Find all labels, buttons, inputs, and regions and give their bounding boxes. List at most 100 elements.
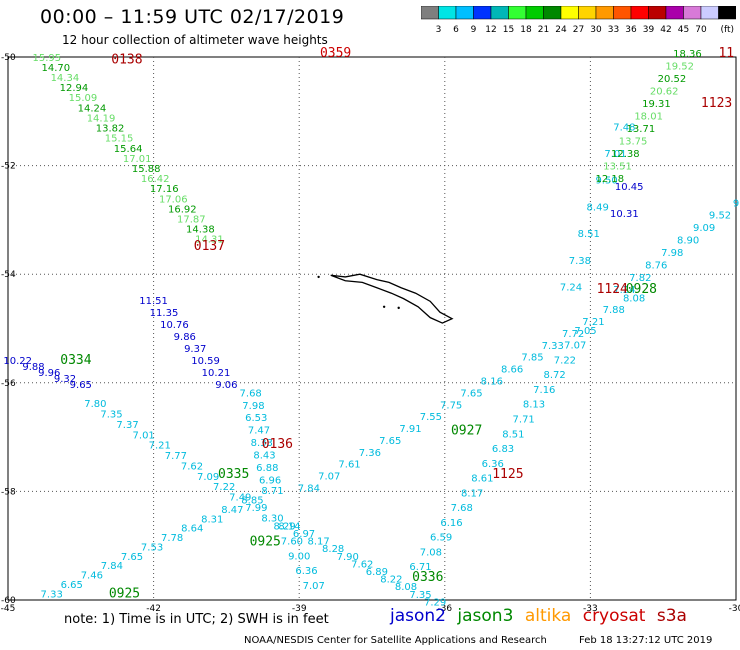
swh-value: 7.08: [420, 547, 442, 558]
swh-value: 8.85: [241, 495, 263, 506]
swh-value: 7.72: [562, 329, 584, 340]
swh-value: 17.87: [177, 214, 206, 225]
islet-dot: [317, 275, 320, 279]
colorbar-label: 33: [608, 25, 619, 35]
swh-value: 7.46: [81, 571, 103, 582]
colorbar-label: 6: [453, 25, 459, 35]
swh-value: 6.89: [366, 567, 388, 578]
colorbar-label: 24: [555, 25, 567, 35]
lat-tick-label: -60: [1, 596, 16, 606]
swh-value: 7.37: [116, 420, 138, 431]
swh-value: 8.33: [251, 438, 273, 449]
pass-time-label: 0336: [412, 570, 443, 585]
islet-dot: [382, 305, 386, 308]
swh-value: 7.98: [242, 401, 264, 412]
swh-value: 8.51: [578, 229, 600, 240]
swh-value: 13.71: [627, 124, 656, 135]
swh-value: 8.08: [623, 293, 645, 304]
pass-time-label: 0335: [218, 467, 249, 482]
swh-value: 7.62: [351, 559, 373, 570]
swh-value: 13.75: [619, 136, 648, 147]
swh-value: 7.78: [161, 533, 183, 544]
swh-value: 7.98: [661, 248, 683, 259]
swh-value: 7.35: [100, 410, 122, 421]
swh-value: 7.07: [318, 472, 340, 483]
swh-value: 6.53: [245, 413, 267, 424]
swh-value: 13.82: [96, 124, 125, 135]
track-jason3-0925: 7.336.657.467.847.657.537.788.648.318.47…: [41, 486, 284, 600]
swh-value: 7.85: [521, 353, 543, 364]
swh-value: 6.83: [492, 444, 514, 455]
colorbar-label: 18: [520, 25, 532, 35]
swh-value: 8.64: [181, 524, 203, 535]
swh-value: 7.65: [121, 552, 143, 563]
swh-value: 15.95: [33, 53, 62, 64]
swh-value: 7.75: [440, 400, 462, 411]
swh-value: 9.65: [70, 380, 92, 391]
colorbar-label: 21: [538, 25, 549, 35]
swh-value: 19.31: [642, 99, 671, 110]
swh-value: 8.51: [502, 429, 524, 440]
colorbar-label: 45: [678, 25, 689, 35]
swh-value: 7.61: [338, 460, 360, 471]
swh-value: 12.94: [60, 83, 89, 94]
map-title: 00:00 – 11:59 UTC 02/17/2019: [40, 6, 345, 28]
swh-value: 10.45: [615, 182, 644, 193]
swh-value: 7.68: [240, 388, 262, 399]
colorbar-label: 30: [590, 25, 602, 35]
swh-value: 15.64: [114, 144, 143, 155]
swh-value: 10.31: [610, 209, 639, 220]
swh-value: 7.99: [245, 503, 267, 514]
swh-value: 8.29: [274, 521, 296, 532]
swh-value: 14.38: [186, 225, 215, 236]
swh-value: 8.17: [461, 488, 483, 499]
swh-value: 6.71: [409, 562, 431, 573]
lat-tick-label: -50: [1, 53, 16, 63]
swh-value: 6.65: [61, 580, 83, 591]
swh-value: 7.82: [629, 273, 651, 284]
legend-jason3: jason3: [457, 606, 514, 626]
altimeter-tracks: 15.9514.7014.3412.9415.0914.2414.1913.82…: [3, 49, 739, 608]
swh-value: 10.22: [3, 356, 32, 367]
swh-value: 7.21: [582, 317, 604, 328]
swh-value: 20.52: [658, 74, 687, 85]
swh-value: 12.18: [595, 174, 624, 185]
satellite-legend: jason2 jason3 altika cryosat s3a: [390, 606, 693, 626]
swh-value: 16.42: [141, 174, 170, 185]
swh-value: 7.84: [101, 561, 123, 572]
swh-value: 7.07: [303, 581, 325, 592]
swh-value: 7.01: [604, 149, 626, 160]
swh-value: 9.52: [709, 211, 731, 222]
pass-time-label: 0334: [60, 353, 91, 368]
swh-value: 7.71: [513, 415, 535, 426]
swh-value: 7.84: [298, 483, 320, 494]
map-subtitle: 12 hour collection of altimeter wave hei…: [62, 33, 328, 47]
footnote: note: 1) Time is in UTC; 2) SWH is in fe…: [64, 612, 329, 627]
lat-tick-label: -58: [1, 487, 16, 497]
swh-value: 10.59: [191, 356, 220, 367]
map-frame: [7, 56, 737, 601]
swh-value: 15.88: [132, 164, 161, 175]
colorbar-unit: (ft): [720, 25, 734, 35]
swh-value: 17.01: [123, 154, 152, 165]
pass-time-label: 0927: [451, 423, 482, 438]
swh-value: 10.76: [160, 320, 189, 331]
swh-value: 9.06: [215, 380, 237, 391]
swh-value: 7.53: [141, 542, 163, 553]
track-jason3-0335: 7.807.357.377.017.217.777.627.097.227.49…: [84, 399, 283, 524]
swh-value: 14.34: [51, 73, 80, 84]
swh-value: 7.91: [399, 424, 421, 435]
pass-time-label: 0925: [109, 586, 140, 601]
swh-value: 18.01: [634, 111, 663, 122]
lon-tick-label: -45: [1, 604, 16, 614]
pass-time-label: 0137: [194, 239, 225, 254]
swh-value: 6.97: [293, 529, 315, 540]
colorbar-label: 39: [643, 25, 655, 35]
axis-tick-labels: -45 -42 -39 -36 -33 -30 -50 -52 -54 -56 -58 -60: [1, 53, 740, 614]
swh-value: 8.90: [677, 236, 699, 247]
colorbar-label: 9: [471, 25, 477, 35]
swh-value: 8.28: [322, 544, 344, 555]
